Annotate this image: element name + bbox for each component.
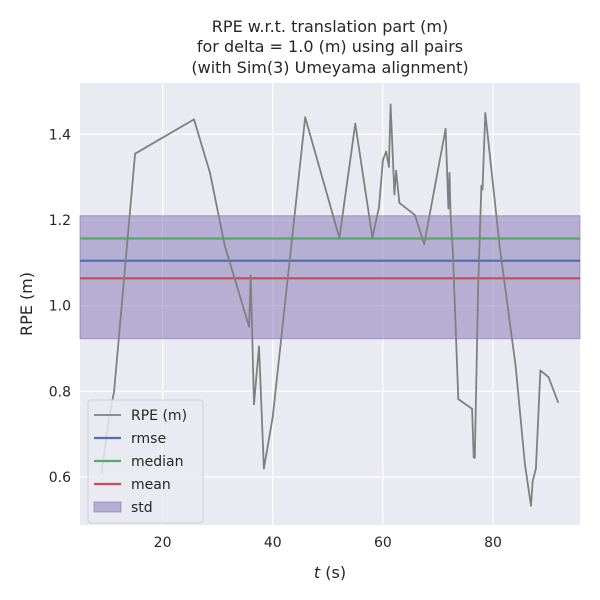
rpe-data-point: [385, 150, 388, 153]
rpe-data-point: [531, 480, 534, 483]
rpe-data-point: [304, 116, 307, 119]
rpe-data-point: [484, 112, 487, 114]
rpe-data-point: [388, 166, 390, 168]
rpe-data-point: [477, 287, 479, 290]
y-tick-label: 0.8: [49, 384, 71, 400]
x-tick-label: 60: [374, 535, 392, 551]
rpe-data-point: [209, 172, 211, 174]
rpe-data-point: [447, 207, 450, 210]
plot-content: [79, 103, 581, 507]
rpe-data-point: [547, 376, 550, 379]
rpe-data-point: [398, 202, 401, 204]
rpe-data-point: [354, 122, 357, 125]
legend-swatch-std: [93, 501, 122, 513]
rpe-data-point: [378, 206, 380, 209]
rpe-data-point: [423, 243, 426, 245]
rpe-data-point: [557, 401, 559, 403]
legend-label: RPE (m): [131, 408, 187, 424]
rpe-data-point: [263, 467, 265, 470]
x-tick-label: 20: [154, 535, 172, 551]
legend: RPE (m) rmse median mean std: [87, 399, 204, 524]
rpe-data-point: [393, 193, 396, 196]
chart-title-line-3: (with Sim(3) Umeyama alignment): [191, 58, 468, 77]
rpe-data-point: [413, 214, 416, 216]
rpe-data-point: [249, 274, 252, 277]
rpe-data-point: [498, 244, 501, 247]
rpe-data-point: [524, 463, 526, 466]
y-tick-label: 1.2: [49, 213, 71, 229]
legend-label: mean: [131, 477, 171, 493]
chart-title-line-1: RPE w.r.t. translation part (m): [212, 17, 448, 36]
rpe-data-point: [473, 456, 476, 459]
rpe-data-point: [480, 184, 483, 187]
x-tick-label: 80: [484, 535, 502, 551]
rpe-data-point: [530, 504, 532, 507]
rpe-data-point: [258, 345, 260, 348]
rpe-data-point: [248, 325, 251, 328]
rpe-data-point: [457, 398, 460, 400]
y-tick-label: 1.4: [49, 127, 71, 143]
rpe-data-point: [193, 118, 195, 121]
rpe-data-point: [449, 214, 452, 217]
x-tick-label: 40: [264, 535, 282, 551]
tick-labels: 20 40 60 80 0.6 0.8 1.0 1.2 1.4: [49, 127, 502, 551]
rpe-data-point: [539, 369, 542, 372]
rpe-data-point: [271, 416, 274, 418]
rpe-data-point: [395, 169, 397, 172]
rpe-data-point: [134, 152, 137, 155]
y-tick-label: 0.6: [49, 470, 71, 486]
x-axis-label-unit: (s): [320, 563, 346, 582]
rpe-data-point: [223, 244, 226, 247]
rpe-data-point: [535, 467, 537, 470]
rpe-data-point: [253, 403, 255, 406]
chart-title-line-2: for delta = 1.0 (m) using all pairs: [197, 37, 463, 56]
y-tick-label: 1.0: [49, 299, 71, 315]
rpe-data-point: [371, 236, 374, 239]
rpe-data-point: [448, 172, 451, 174]
rpe-data-point: [481, 188, 484, 191]
rpe-data-point: [382, 159, 384, 162]
rpe-data-point: [471, 408, 473, 410]
rpe-data-point: [338, 237, 341, 239]
legend-box: [87, 399, 204, 524]
rpe-data-point: [514, 364, 517, 367]
legend-label: median: [131, 454, 183, 470]
y-axis-label: RPE (m): [17, 272, 36, 336]
x-axis-label-var: t: [314, 563, 321, 582]
rpe-data-point: [389, 103, 392, 106]
rpe-data-point: [451, 249, 454, 251]
x-axis-label: t (s): [314, 563, 346, 582]
legend-label: std: [131, 500, 153, 516]
legend-label: rmse: [131, 431, 166, 447]
rpe-data-point: [113, 390, 115, 393]
rpe-data-point: [444, 127, 447, 130]
